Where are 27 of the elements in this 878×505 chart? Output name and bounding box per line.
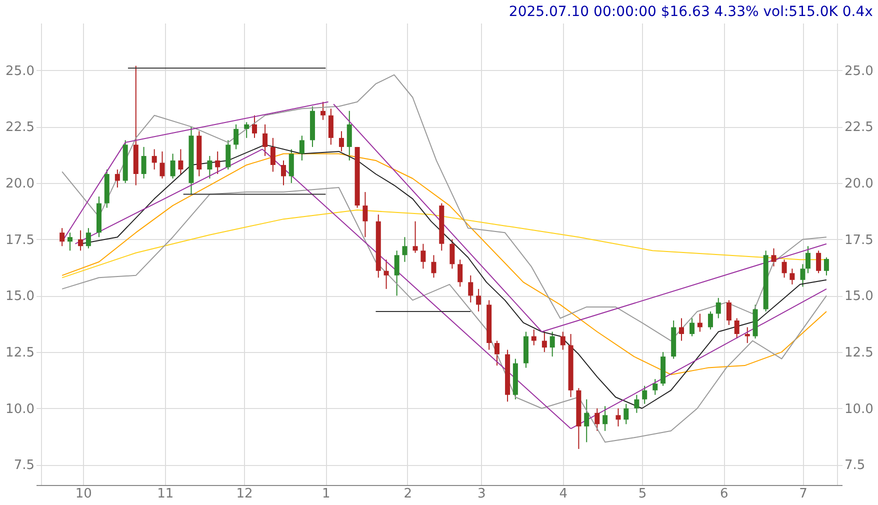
y-tick-label: 17.5 (6, 232, 34, 248)
y2-tick-label: 22.5 (844, 120, 874, 136)
x-tick-label: 1 (322, 486, 330, 502)
x-tick-label: 12 (236, 486, 253, 502)
y2-tick-label: 12.5 (844, 346, 874, 361)
y-tick-label: 12.5 (6, 346, 34, 361)
y2-tick-label: 25.0 (844, 64, 874, 79)
y-tick-label: 15.0 (6, 289, 34, 304)
y-tick-label: 10.0 (6, 402, 34, 417)
y-tick-label: 22.5 (6, 120, 34, 136)
x-tick-label: 10 (75, 486, 92, 502)
y2-tick-label: 7.5 (844, 458, 866, 474)
y2-tick-label: 15.0 (844, 289, 874, 304)
y2-tick-label: 10.0 (844, 402, 874, 417)
x-tick-label: 7 (799, 486, 808, 502)
chart-title: 2025.07.10 00:00:00 $16.63 4.33% vol:515.0K 0.4x (508, 4, 873, 20)
y-tick-label: 25.0 (6, 64, 34, 79)
y2-tick-label: 17.5 (844, 232, 874, 248)
x-tick-label: 4 (559, 486, 568, 502)
x-tick-label: 5 (638, 486, 647, 502)
y2-tick-label: 20.0 (844, 176, 874, 192)
x-tick-label: 11 (157, 486, 174, 502)
y-tick-label: 20.0 (6, 176, 34, 192)
x-tick-label: 6 (720, 486, 728, 502)
x-tick-label: 2 (404, 486, 412, 502)
x-tick-label: 3 (478, 486, 486, 502)
y-tick-label: 7.5 (14, 458, 34, 474)
